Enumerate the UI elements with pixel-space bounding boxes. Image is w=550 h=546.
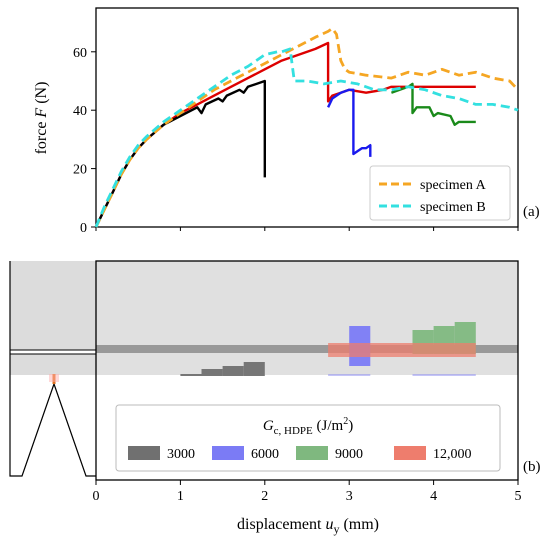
- curve-5-line: [391, 82, 476, 127]
- damage-bar-3000: [180, 374, 202, 376]
- panel-a: 0 20 40 60 force F (N) specimen A specimen …: [33, 7, 540, 236]
- specimen-A-line: [94, 26, 520, 228]
- curve-2-line: [94, 79, 266, 228]
- curves-a: [94, 26, 520, 228]
- legend-a: specimen A specimen B: [369, 165, 511, 221]
- y-tick-label: 60: [73, 46, 87, 61]
- x-tick-label: 5: [515, 489, 522, 504]
- schematic-lower-block: [10, 354, 96, 375]
- y-tick-label: 0: [80, 221, 87, 236]
- plot-frame-a: [95, 7, 519, 228]
- schematic-outline: [9, 261, 96, 477]
- schematic-crack-glow: [49, 374, 59, 382]
- x-tick-label: 3: [346, 489, 353, 504]
- legend-b-title: Gc, HDPE (J/m2): [263, 416, 353, 437]
- legend-b-swatch-6000: [212, 446, 244, 460]
- legend-b: Gc, HDPE (J/m2) 3000 6000 9000 12,000: [115, 404, 501, 472]
- x-tick-label: 4: [430, 489, 437, 504]
- legend-a-label-2: specimen B: [420, 200, 486, 215]
- damage-bars: [180, 322, 476, 376]
- specimen-B-line: [94, 47, 519, 228]
- y-tick-label: 20: [73, 163, 87, 178]
- damage-bar-3000: [201, 369, 223, 376]
- specimen-schematic: [9, 261, 96, 477]
- panel-label-b: (b): [523, 459, 541, 475]
- schematic-upper-block: [10, 261, 96, 350]
- damage-bar-3000: [243, 362, 265, 376]
- plot-frame-b-fill-top: [96, 261, 518, 375]
- x-tick-label: 2: [261, 489, 268, 504]
- x-tick-label: 1: [177, 489, 184, 504]
- panel-label-a: (a): [523, 204, 540, 220]
- legend-b-label-12000: 12,000: [433, 447, 472, 462]
- legend-b-swatch-12000: [394, 446, 426, 460]
- y-axis-label: force F (N): [33, 82, 50, 155]
- panel-b: 0 1 2 3 4 5 Gc, HDPE (J/m2) 3000 6000 9000 12…: [9, 260, 541, 536]
- axis-ticks-a: 0 20 40 60: [73, 46, 519, 236]
- plot-frame-b: [95, 260, 519, 481]
- damage-bar-12000: [328, 343, 476, 357]
- y-tick-label: 40: [73, 104, 87, 119]
- legend-a-label-1: specimen A: [420, 178, 487, 193]
- legend-b-label-9000: 9000: [335, 447, 363, 462]
- damage-bar-3000: [222, 366, 244, 376]
- x-axis-label: displacement uy (mm): [237, 516, 379, 536]
- legend-b-label-3000: 3000: [167, 447, 195, 462]
- axis-ticks-b: 0 1 2 3 4 5: [93, 480, 522, 504]
- curve-4-line: [327, 88, 372, 157]
- interface-layer: [96, 345, 518, 353]
- legend-b-swatch-9000: [296, 446, 328, 460]
- legend-b-swatch-3000: [128, 446, 160, 460]
- legend-b-label-6000: 6000: [251, 447, 279, 462]
- x-tick-label: 0: [93, 489, 100, 504]
